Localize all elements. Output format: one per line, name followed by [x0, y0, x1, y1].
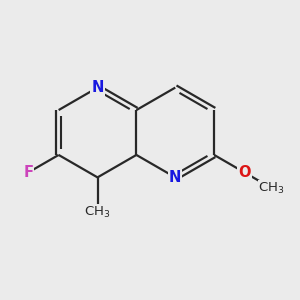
Text: N: N — [91, 80, 104, 95]
Text: CH$_3$: CH$_3$ — [258, 181, 285, 196]
Text: CH$_3$: CH$_3$ — [84, 205, 111, 220]
Text: F: F — [23, 165, 33, 180]
Text: O: O — [238, 165, 251, 180]
Text: N: N — [169, 170, 182, 185]
